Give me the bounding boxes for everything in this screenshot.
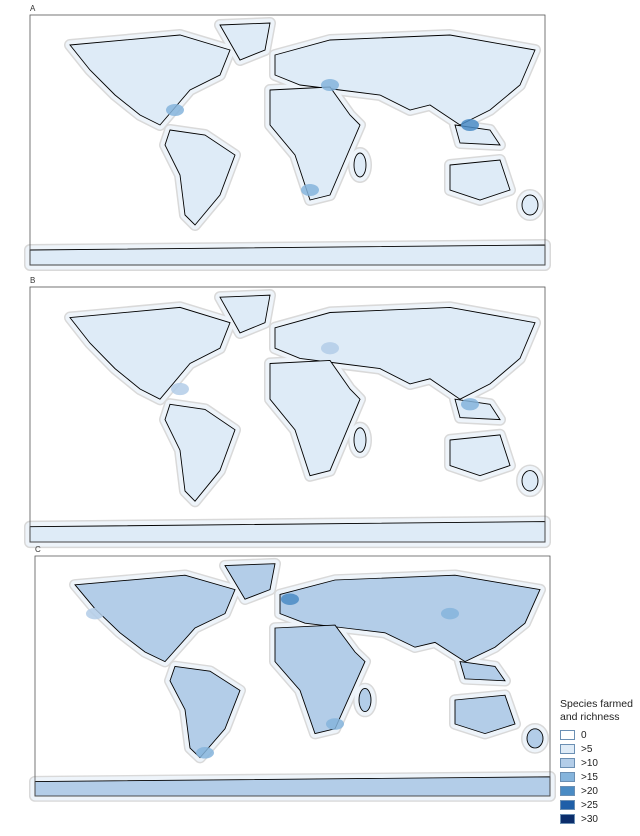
hotspot [166, 104, 184, 116]
legend-item: >5 [560, 742, 640, 756]
legend-item: >25 [560, 798, 640, 812]
legend-item: >15 [560, 770, 640, 784]
legend-item: >20 [560, 784, 640, 798]
hotspot [326, 718, 344, 730]
panel-label: C [35, 545, 41, 554]
hotspot [321, 342, 339, 355]
legend-item: 0 [560, 728, 640, 742]
legend-title: Species farmed and richness [560, 698, 633, 723]
hotspot [281, 593, 299, 605]
hotspot [171, 382, 189, 396]
legend-item: >10 [560, 756, 640, 770]
hotspot [321, 79, 339, 91]
panel-label: B [30, 276, 35, 285]
legend-label: >5 [581, 743, 593, 755]
hotspot [461, 119, 479, 131]
legend-label: >10 [581, 757, 598, 769]
legend: Species farmed and richness 0 >5 >10 >15 >20 >… [560, 698, 640, 826]
world-map [29, 286, 546, 543]
legend-swatch [560, 786, 575, 796]
legend-swatch [560, 800, 575, 810]
legend-swatch [560, 772, 575, 782]
legend-label: 0 [581, 729, 587, 741]
world-map [29, 14, 546, 266]
map-frame [29, 286, 546, 543]
world-map [34, 555, 551, 797]
legend-label: >20 [581, 785, 598, 797]
map-frame [29, 14, 546, 266]
panels: A B C [30, 4, 550, 796]
legend-label: >15 [581, 771, 598, 783]
hotspot [461, 398, 479, 411]
legend-swatch [560, 744, 575, 754]
map-frame [34, 555, 551, 797]
legend-label: >30 [581, 813, 598, 825]
panel-label: A [30, 4, 36, 13]
hotspot [196, 747, 214, 759]
hotspot [86, 607, 104, 620]
legend-swatch [560, 730, 575, 740]
legend-swatch [560, 758, 575, 768]
legend-item: >30 [560, 812, 640, 826]
legend-swatch [560, 814, 575, 824]
hotspot [301, 184, 319, 196]
hotspot [441, 607, 459, 620]
legend-label: >25 [581, 799, 598, 811]
